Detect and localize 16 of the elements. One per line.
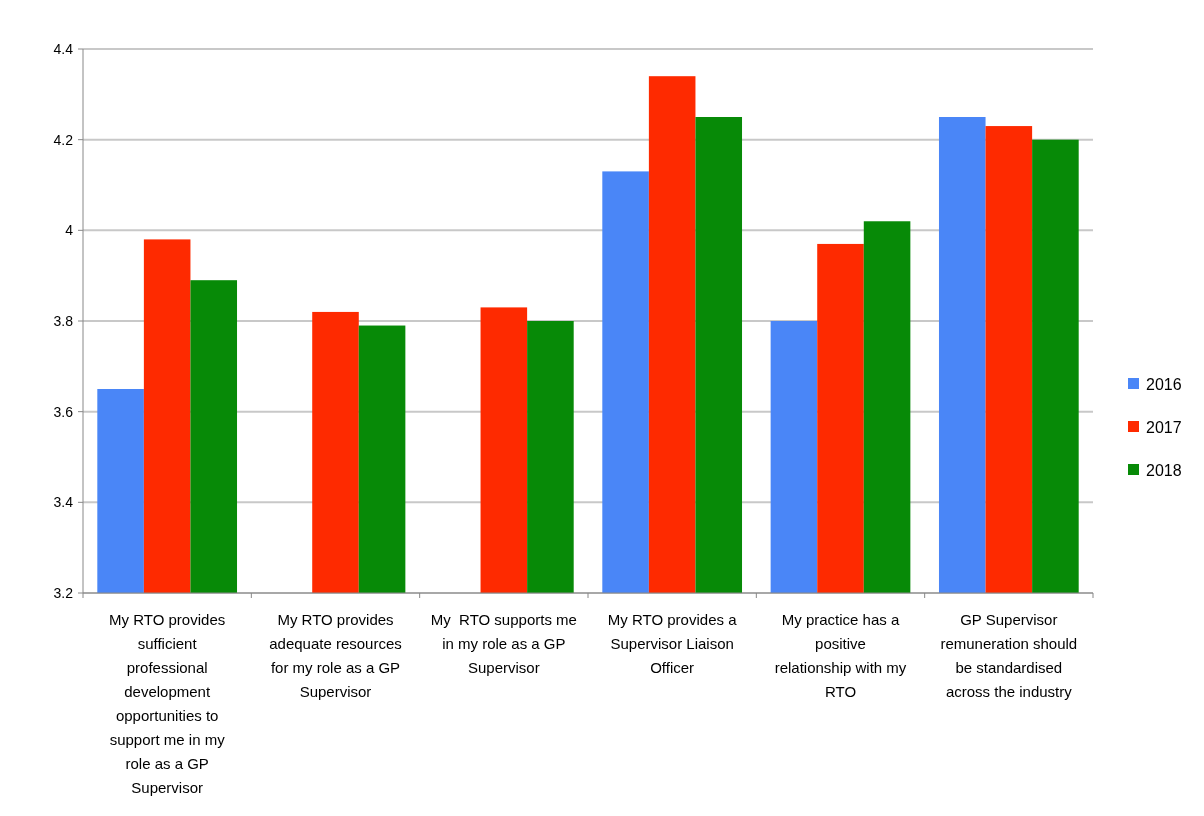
y-tick-label: 4.2 (53, 131, 74, 148)
x-tick-label: My RTO provides adequate resources for my role as a GP Supervisor (269, 611, 402, 700)
y-tick-label: 3.2 (53, 584, 74, 601)
legend-label: 2018 (1146, 461, 1182, 479)
x-tick-label: My RTO provides sufficient professional development opportunities to support me in my role as a GP Supervisor (109, 611, 226, 796)
legend-label: 2017 (1146, 418, 1182, 436)
legend-label: 2016 (1146, 375, 1182, 393)
x-tick-label: My practice has a positive relationship with my RTO (774, 611, 907, 700)
y-tick-label: 4.4 (53, 40, 74, 57)
y-tick-label: 3.4 (53, 494, 74, 511)
y-tick-label: 4 (65, 222, 74, 239)
x-tick-label: My RTO supports me in my role as a GP Supervisor (430, 611, 577, 676)
x-tick-label: My RTO provides a Supervisor Liaison Officer (607, 611, 738, 676)
y-tick-label: 3.6 (53, 403, 74, 420)
x-tick-label: GP Supervisor remuneration should be standardised across the industry (940, 611, 1078, 700)
y-tick-label: 3.8 (53, 312, 74, 329)
